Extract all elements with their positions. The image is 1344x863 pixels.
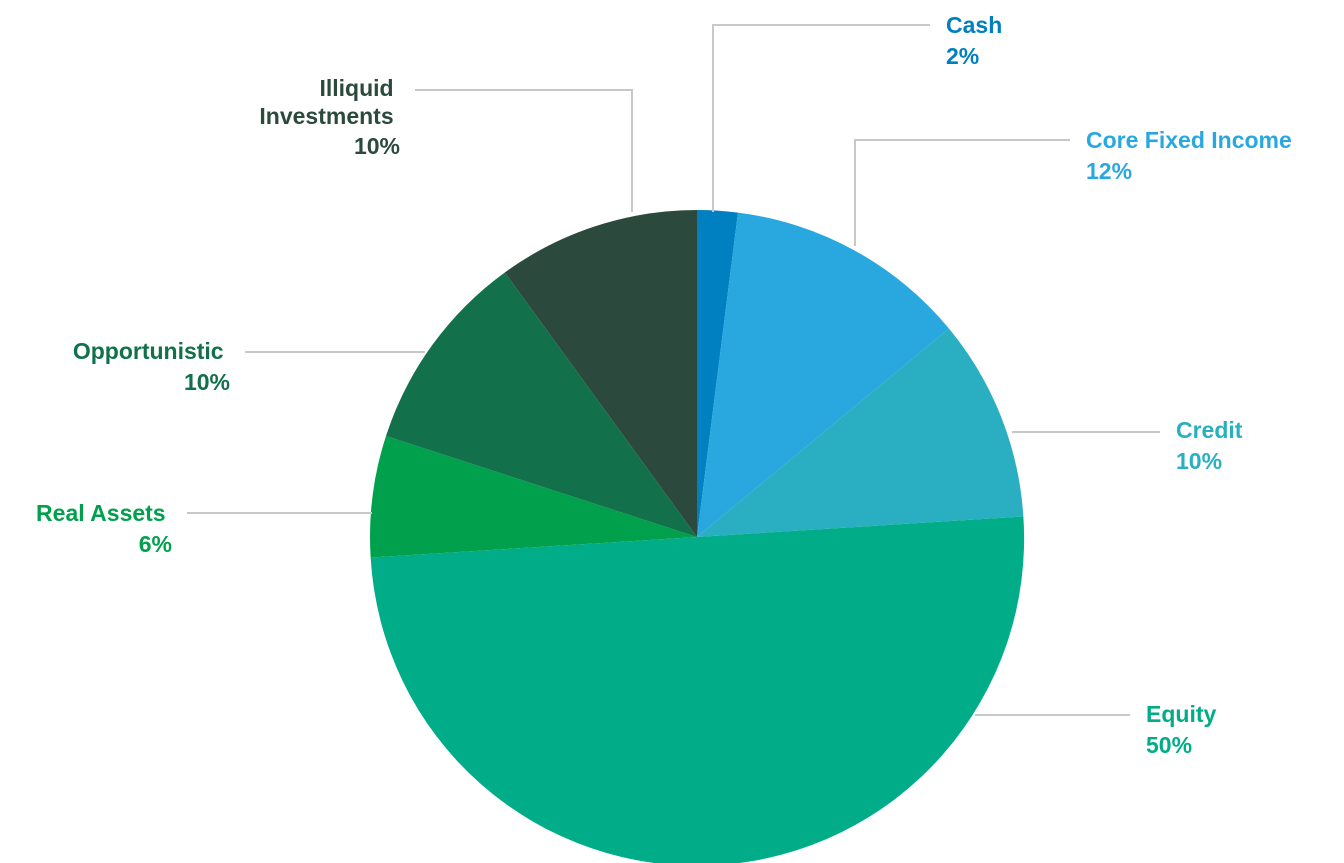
label-illiquid-investments-value: 10%: [354, 133, 400, 159]
label-equity-name: Equity: [1146, 701, 1216, 727]
leader-line-core-fixed-income: [854, 139, 1070, 246]
pie-slice-real-assets: [370, 435, 697, 558]
label-real-assets-value: 6%: [139, 531, 172, 557]
label-opportunistic: Opportunistic 10%: [73, 338, 230, 395]
label-cash-value: 2%: [946, 43, 979, 69]
label-credit-value: 10%: [1176, 448, 1222, 474]
pie-slice-cash: [697, 210, 738, 537]
label-core-fixed-income: Core Fixed Income 12%: [1086, 127, 1298, 184]
label-illiquid-investments: Illiquid Investments 10%: [259, 75, 400, 159]
label-illiquid-investments-line1: Illiquid: [320, 75, 394, 101]
label-opportunistic-value: 10%: [184, 369, 230, 395]
label-cash-name: Cash: [946, 12, 1002, 38]
pie-slice-credit: [697, 328, 1024, 537]
label-opportunistic-name: Opportunistic: [73, 338, 224, 364]
label-illiquid-investments-line2: Investments: [259, 103, 393, 129]
pie-slice-core-fixed-income: [697, 212, 949, 537]
label-equity-value: 50%: [1146, 732, 1192, 758]
label-core-fixed-income-name: Core Fixed Income: [1086, 127, 1292, 153]
label-credit: Credit 10%: [1176, 417, 1249, 474]
leader-line-cash: [712, 24, 930, 212]
pie-slices: [370, 210, 1025, 863]
label-real-assets: Real Assets 6%: [36, 500, 172, 557]
label-cash: Cash 2%: [946, 12, 1009, 69]
pie-slice-opportunistic: [386, 272, 697, 537]
label-equity: Equity 50%: [1146, 701, 1223, 758]
label-real-assets-name: Real Assets: [36, 500, 166, 526]
pie-slice-equity: [370, 516, 1025, 863]
leader-lines: [187, 24, 1160, 716]
pie-slice-illiquid-investments: [504, 210, 697, 537]
label-credit-name: Credit: [1176, 417, 1243, 443]
slice-labels: Cash 2% Core Fixed Income 12% Credit 10%…: [36, 12, 1298, 758]
label-core-fixed-income-value: 12%: [1086, 158, 1132, 184]
leader-line-illiquid-investments: [415, 89, 633, 212]
